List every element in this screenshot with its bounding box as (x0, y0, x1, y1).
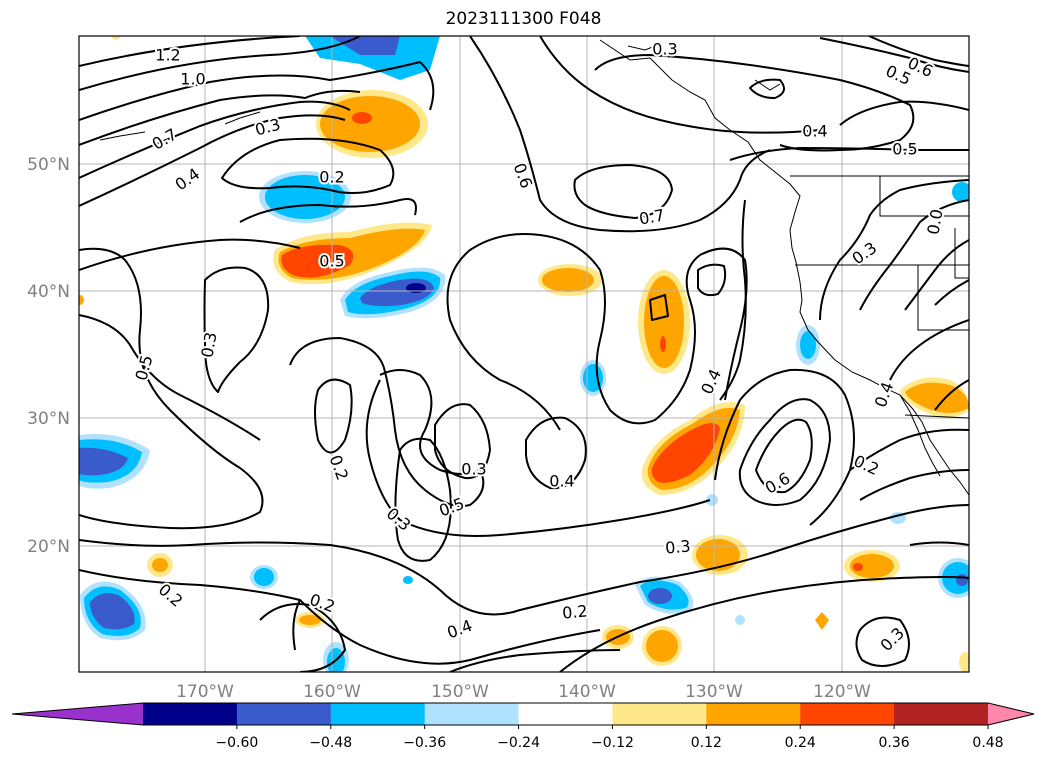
contour-label: 0.5 (319, 252, 344, 271)
contour-label: 0.3 (197, 331, 220, 359)
shade-blob (952, 182, 969, 202)
colorbar-tick-label: 0.24 (785, 735, 816, 751)
shade-blob (538, 264, 602, 296)
shade-blob (112, 36, 120, 40)
map-title: 2023111300 F048 (445, 9, 602, 29)
shading-layer (79, 36, 969, 672)
shade-blob (638, 270, 690, 374)
contour-lines (79, 36, 969, 672)
colorbar-tick-label: 0.48 (972, 735, 1003, 751)
colorbar-segment (706, 703, 801, 725)
contour-label: 1.0 (180, 70, 205, 89)
colorbar-segment (143, 703, 238, 725)
shade-blob (273, 222, 432, 285)
shade-blob (706, 494, 718, 506)
map-frame (78, 35, 970, 673)
shade-blob (692, 535, 748, 575)
colorbar-extend-low (12, 703, 143, 725)
colorbar-tick-label: −0.48 (309, 735, 352, 751)
lon-tick-label: 120°W (813, 682, 871, 702)
shade-blob (642, 626, 682, 666)
lat-tick-label: 50°N (27, 155, 70, 175)
colorbar-segment (612, 703, 707, 725)
contour-label: 0.4 (802, 122, 827, 141)
contour-label: 0.5 (892, 140, 917, 159)
colorbar-segment (518, 703, 613, 725)
shade-blob (340, 267, 446, 319)
shade-blob (403, 576, 413, 584)
contour-label: 0.2 (319, 168, 344, 187)
lat-tick-label: 20°N (27, 537, 70, 557)
shade-blob (250, 565, 278, 589)
colorbar-segment (424, 703, 520, 725)
shade-blob (580, 360, 606, 396)
shade-blob (635, 576, 694, 614)
colorbar-outline (11, 702, 1035, 726)
shade-blob (796, 325, 820, 365)
coastlines (99, 39, 969, 496)
contour-label: 0.3 (461, 460, 486, 479)
shade-blob (959, 652, 969, 672)
lon-tick-labels: 170°W 160°W 150°W 140°W 130°W 120°W (176, 682, 871, 702)
lat-tick-labels: 50°N 40°N 30°N 20°N (27, 155, 70, 557)
colorbar-tick-label: −0.60 (215, 735, 258, 751)
shade-blob (147, 553, 173, 577)
colorbar-segment (330, 703, 426, 725)
contour-label: 0.4 (549, 472, 574, 491)
contour-label: 1.2 (155, 46, 180, 65)
shade-blob (815, 612, 829, 630)
colorbar-extend-high (988, 703, 1034, 725)
contour-label: 0.7 (638, 205, 666, 228)
colorbar-tick-label: −0.24 (497, 735, 540, 751)
contour-label: 0.3 (664, 536, 691, 557)
colorbar-tick-label: 0.36 (879, 735, 910, 751)
colorbar-segment (894, 703, 989, 725)
lon-tick-label: 160°W (303, 682, 361, 702)
colorbar-tick-label: −0.36 (403, 735, 446, 751)
shade-blob (641, 402, 745, 495)
shade-blob (844, 550, 900, 582)
colorbar-tick-label: 0.12 (691, 735, 722, 751)
shade-blob (79, 434, 150, 489)
colorbar-segment (236, 703, 332, 725)
colorbar (11, 702, 1035, 726)
shade-blob (735, 615, 745, 625)
contour-label: 0.2 (561, 601, 588, 622)
map-area: 1.21.00.70.40.30.2 0.60.70.50.60.40.50.30… (79, 36, 969, 672)
shade-blob (79, 295, 84, 305)
lon-tick-label: 150°W (431, 682, 489, 702)
lon-tick-label: 130°W (685, 682, 743, 702)
lat-tick-label: 40°N (27, 282, 70, 302)
colorbar-tick-label: −0.12 (591, 735, 634, 751)
colorbar-labels: −0.60 −0.48 −0.36 −0.24 −0.12 0.12 0.24 0.36 0.4… (215, 725, 1004, 751)
lat-tick-label: 30°N (27, 409, 70, 429)
contour-label: 0.3 (652, 40, 677, 59)
shade-blob (80, 581, 146, 641)
lon-tick-label: 140°W (558, 682, 616, 702)
colorbar-segment (800, 703, 895, 725)
lon-tick-label: 170°W (176, 682, 234, 702)
